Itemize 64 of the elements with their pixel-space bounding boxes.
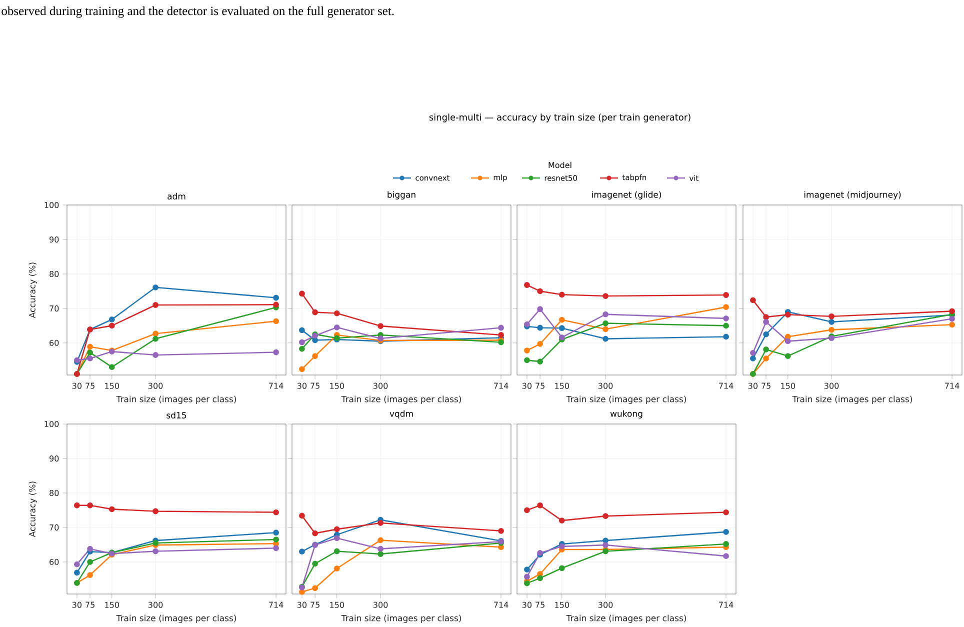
x-axis-title: Train size (images per class) <box>566 396 686 404</box>
text: observed during training and the detector is evaluated on the full generator set. <box>2 6 394 18</box>
x-tick-label: 300 <box>824 382 839 389</box>
x-tick-label: 150 <box>330 382 344 389</box>
x-tick-label: 30 <box>297 602 307 608</box>
x-tick-label: 714 <box>269 382 284 389</box>
y-tick-label: 60 <box>50 558 59 565</box>
y-tick-label: 80 <box>50 490 59 496</box>
x-tick-label: 75 <box>762 382 770 389</box>
chart-title: adm <box>168 192 186 200</box>
x-tick-label: 75 <box>536 382 544 389</box>
legend-title: Model <box>548 162 572 168</box>
x-tick-label: 300 <box>148 382 163 389</box>
x-axis-title: Train size (images per class) <box>566 614 686 623</box>
y-axis-title: Accuracy (%) <box>28 482 38 538</box>
x-tick-label: 75 <box>310 602 320 608</box>
x-tick-label: 714 <box>945 382 960 389</box>
y-tick-label: 90 <box>50 236 59 242</box>
x-tick-label: 30 <box>748 382 758 389</box>
x-axis-title: Train size (images per class) <box>792 396 912 404</box>
x-tick-label: 300 <box>374 382 388 389</box>
y-tick-label: 90 <box>50 455 59 462</box>
x-axis-title: Train size (images per class) <box>341 396 461 404</box>
y-tick-label: 100 <box>44 202 59 208</box>
x-tick-label: 714 <box>719 602 734 608</box>
chart-title: imagenet (glide) <box>592 191 662 200</box>
x-tick-label: 75 <box>310 382 320 389</box>
x-tick-label: 300 <box>598 382 613 389</box>
y-tick-label: 80 <box>50 270 59 277</box>
x-tick-label: 150 <box>555 602 569 608</box>
x-tick-label: 150 <box>330 602 344 608</box>
y-axis-title: Accuracy (%) <box>28 262 38 318</box>
chart-title: wukong <box>610 410 642 418</box>
x-tick-label: 150 <box>105 382 119 389</box>
x-tick-label: 30 <box>297 382 307 389</box>
x-axis-title: Train size (images per class) <box>116 396 236 404</box>
x-axis-title: Train size (images per class) <box>116 614 236 623</box>
x-tick-label: 150 <box>781 382 795 389</box>
x-tick-label: 300 <box>148 602 163 608</box>
x-tick-label: 150 <box>555 382 569 389</box>
x-tick-label: 714 <box>494 382 508 389</box>
x-tick-label: 714 <box>494 602 508 608</box>
x-tick-label: 714 <box>719 382 734 389</box>
y-tick-label: 70 <box>50 524 59 530</box>
x-tick-label: 75 <box>86 602 94 608</box>
x-tick-label: 714 <box>269 602 284 608</box>
y-tick-label: 100 <box>44 420 59 428</box>
x-tick-label: 75 <box>536 602 544 608</box>
chart-title: sd15 <box>166 412 186 418</box>
x-tick-label: 300 <box>374 602 388 608</box>
chart-title: vqdm <box>390 410 413 418</box>
x-tick-label: 30 <box>522 382 532 389</box>
x-tick-label: 30 <box>522 602 532 608</box>
x-tick-label: 30 <box>72 602 82 608</box>
y-tick-label: 60 <box>50 340 59 346</box>
x-tick-label: 75 <box>86 382 94 389</box>
x-tick-label: 300 <box>598 602 613 608</box>
x-tick-label: 150 <box>105 602 119 608</box>
x-axis-title: Train size (images per class) <box>341 614 461 623</box>
y-tick-label: 70 <box>50 305 59 312</box>
text: single-multi — accuracy by train size (per train generator) <box>429 114 690 122</box>
x-tick-label: 30 <box>72 382 82 389</box>
chart-title: biggan <box>388 191 416 200</box>
chart-title: imagenet (midjourney) <box>804 191 901 200</box>
